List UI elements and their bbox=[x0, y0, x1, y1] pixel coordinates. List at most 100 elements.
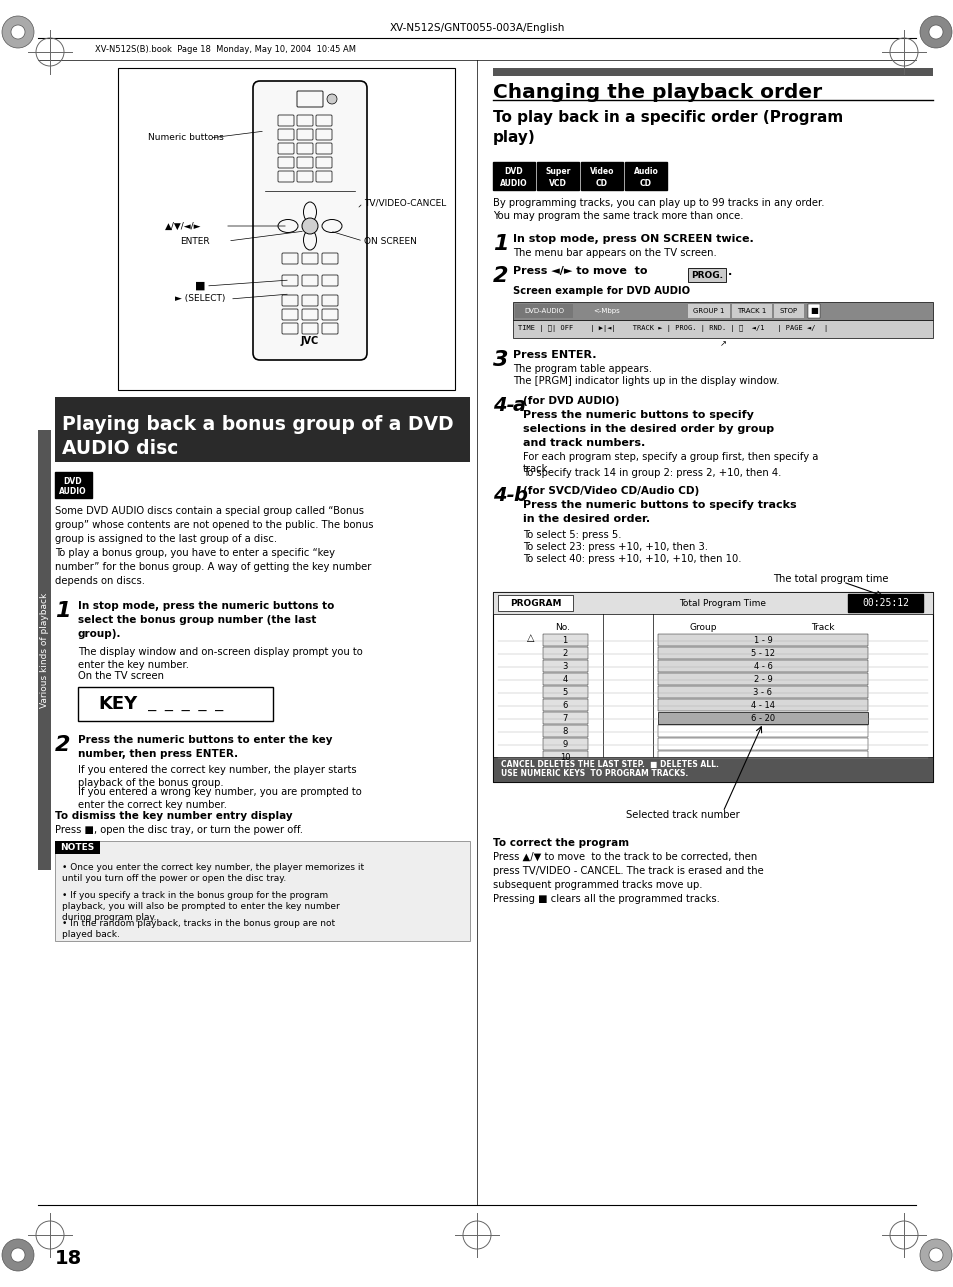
Bar bbox=[515, 304, 573, 318]
Text: • Once you enter the correct key number, the player memorizes it
until you turn : • Once you enter the correct key number,… bbox=[62, 864, 364, 883]
Text: 18: 18 bbox=[55, 1248, 82, 1268]
Bar bbox=[542, 737, 587, 750]
Text: Numeric buttons: Numeric buttons bbox=[148, 134, 224, 143]
Bar bbox=[55, 396, 470, 462]
Bar bbox=[542, 699, 587, 710]
Text: CD: CD bbox=[639, 179, 651, 188]
Text: .: . bbox=[727, 266, 732, 277]
Text: The display window and on-screen display prompt you to
enter the key number.: The display window and on-screen display… bbox=[78, 647, 362, 671]
Text: 1: 1 bbox=[493, 234, 508, 254]
Text: Track: Track bbox=[810, 623, 834, 632]
Bar bbox=[493, 757, 932, 782]
Text: 00:25:12: 00:25:12 bbox=[862, 598, 908, 607]
Text: To select 40: press +10, +10, +10, then 10.: To select 40: press +10, +10, +10, then … bbox=[522, 553, 740, 564]
Text: TV/VIDEO-CANCEL: TV/VIDEO-CANCEL bbox=[364, 198, 446, 207]
Bar bbox=[687, 304, 729, 318]
Bar bbox=[580, 162, 622, 190]
Text: Audio: Audio bbox=[633, 166, 658, 175]
Text: The menu bar appears on the TV screen.: The menu bar appears on the TV screen. bbox=[513, 248, 716, 257]
Bar bbox=[658, 647, 867, 659]
Bar bbox=[542, 647, 587, 659]
Text: For each program step, specify a group first, then specify a
track.: For each program step, specify a group f… bbox=[522, 452, 818, 475]
Bar bbox=[847, 595, 923, 613]
Bar bbox=[624, 162, 666, 190]
Text: Group: Group bbox=[688, 623, 716, 632]
Text: 6: 6 bbox=[561, 701, 567, 710]
Text: The total program time: The total program time bbox=[772, 574, 887, 584]
Text: NOTES: NOTES bbox=[60, 843, 94, 852]
Bar bbox=[497, 595, 573, 611]
Text: CD: CD bbox=[596, 179, 607, 188]
Text: PROG.: PROG. bbox=[690, 270, 722, 279]
Text: 4 - 14: 4 - 14 bbox=[750, 701, 774, 710]
Text: The [PRGM] indicator lights up in the display window.: The [PRGM] indicator lights up in the di… bbox=[513, 376, 779, 386]
Text: ▲/▼/◄/►: ▲/▼/◄/► bbox=[165, 221, 201, 230]
Text: GROUP 1: GROUP 1 bbox=[693, 308, 724, 314]
Text: DVD: DVD bbox=[64, 477, 82, 486]
Text: 2: 2 bbox=[561, 649, 567, 658]
Text: (for SVCD/Video CD/Audio CD): (for SVCD/Video CD/Audio CD) bbox=[522, 486, 699, 495]
Text: • If you specify a track in the bonus group for the program
playback, you will a: • If you specify a track in the bonus gr… bbox=[62, 891, 339, 923]
Text: Various kinds of playback: Various kinds of playback bbox=[40, 592, 49, 708]
Text: DVD: DVD bbox=[504, 166, 523, 175]
Text: KEY: KEY bbox=[98, 695, 137, 713]
Text: To play back in a specific order (Program
play): To play back in a specific order (Progra… bbox=[493, 109, 842, 145]
Text: TRACK 1: TRACK 1 bbox=[737, 308, 766, 314]
Text: JVC: JVC bbox=[300, 336, 319, 346]
Bar bbox=[687, 268, 725, 282]
Text: On the TV screen: On the TV screen bbox=[78, 671, 164, 681]
Text: Press ▲/▼ to move  to the track to be corrected, then
press TV/VIDEO - CANCEL. T: Press ▲/▼ to move to the track to be cor… bbox=[493, 852, 763, 903]
Text: To correct the program: To correct the program bbox=[493, 838, 628, 848]
Text: _ _ _ _ _: _ _ _ _ _ bbox=[148, 698, 223, 710]
Text: CANCEL DELETES THE LAST STEP.  ■ DELETES ALL.: CANCEL DELETES THE LAST STEP. ■ DELETES … bbox=[500, 759, 719, 768]
FancyBboxPatch shape bbox=[253, 81, 367, 360]
Text: ■: ■ bbox=[194, 281, 205, 291]
Text: Playing back a bonus group of a DVD: Playing back a bonus group of a DVD bbox=[62, 416, 453, 435]
Text: The program table appears.: The program table appears. bbox=[513, 364, 651, 375]
Bar bbox=[38, 430, 51, 870]
Text: 4: 4 bbox=[561, 674, 567, 683]
Text: 5 - 12: 5 - 12 bbox=[750, 649, 774, 658]
Bar bbox=[513, 302, 932, 320]
Bar bbox=[658, 686, 867, 698]
Text: Super: Super bbox=[545, 166, 570, 175]
Circle shape bbox=[919, 1239, 951, 1272]
Text: XV-N512S/GNT0055-003A/English: XV-N512S/GNT0055-003A/English bbox=[389, 23, 564, 33]
Bar bbox=[807, 304, 820, 318]
Bar bbox=[658, 673, 867, 685]
Text: 4-: 4- bbox=[493, 396, 515, 414]
Bar bbox=[513, 320, 932, 338]
Bar bbox=[118, 68, 455, 390]
Text: Press ■, open the disc tray, or turn the power off.: Press ■, open the disc tray, or turn the… bbox=[55, 825, 303, 835]
Text: Screen example for DVD AUDIO: Screen example for DVD AUDIO bbox=[513, 286, 689, 296]
Bar bbox=[78, 687, 273, 721]
Circle shape bbox=[2, 15, 34, 48]
Text: AUDIO: AUDIO bbox=[59, 488, 87, 497]
Text: 9: 9 bbox=[561, 740, 567, 749]
Text: 7: 7 bbox=[561, 714, 567, 723]
Text: 2: 2 bbox=[55, 735, 71, 755]
Text: Video: Video bbox=[589, 166, 614, 175]
Text: • In the random playback, tracks in the bonus group are not
played back.: • In the random playback, tracks in the … bbox=[62, 919, 335, 940]
Text: USE NUMERIC KEYS  TO PROGRAM TRACKS.: USE NUMERIC KEYS TO PROGRAM TRACKS. bbox=[500, 770, 687, 779]
Text: 3 - 6: 3 - 6 bbox=[753, 689, 772, 698]
Circle shape bbox=[928, 1248, 942, 1263]
Text: AUDIO disc: AUDIO disc bbox=[62, 439, 178, 458]
Bar bbox=[658, 725, 867, 737]
Text: Press the numeric buttons to specify tracks
in the desired order.: Press the numeric buttons to specify tra… bbox=[522, 501, 796, 524]
Bar bbox=[55, 472, 91, 498]
Text: ■: ■ bbox=[809, 306, 817, 315]
Bar bbox=[542, 673, 587, 685]
Bar bbox=[493, 592, 932, 614]
Text: Changing the playback order: Changing the playback order bbox=[493, 84, 821, 103]
Ellipse shape bbox=[302, 218, 317, 234]
Text: 10: 10 bbox=[559, 753, 570, 762]
Circle shape bbox=[2, 1239, 34, 1272]
Text: Press the numeric buttons to enter the key
number, then press ENTER.: Press the numeric buttons to enter the k… bbox=[78, 735, 333, 759]
Text: (for DVD AUDIO): (for DVD AUDIO) bbox=[522, 396, 618, 405]
Bar bbox=[542, 660, 587, 672]
Text: ON SCREEN: ON SCREEN bbox=[364, 237, 416, 246]
Text: Some DVD AUDIO discs contain a special group called “Bonus
group” whose contents: Some DVD AUDIO discs contain a special g… bbox=[55, 506, 374, 586]
Text: VCD: VCD bbox=[549, 179, 566, 188]
Text: Press ◄/► to move  to: Press ◄/► to move to bbox=[513, 266, 647, 275]
